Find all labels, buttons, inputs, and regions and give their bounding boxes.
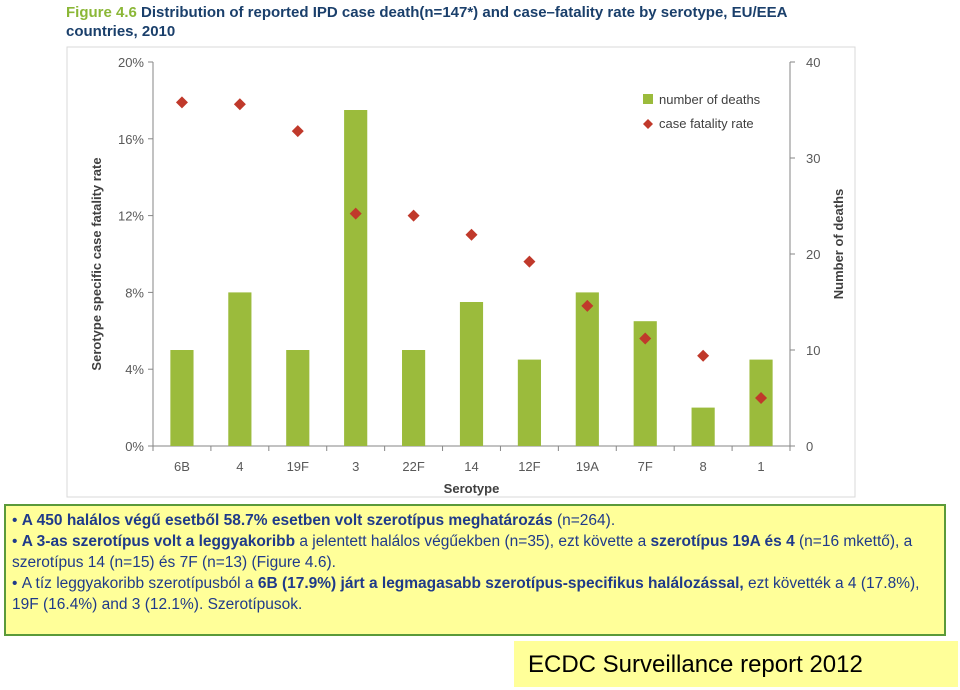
left-axis-title: Serotype specific case fatality rate <box>89 157 104 370</box>
x-tick-label: 14 <box>464 459 478 474</box>
legend-deaths-label: number of deaths <box>659 92 761 107</box>
cfr-point <box>581 299 594 312</box>
right-tick-label: 40 <box>806 55 820 70</box>
x-tick-label: 4 <box>236 459 243 474</box>
summary-b3-text-2: ezt követték a 4 (17.8%), 19F (16.4%) an… <box>12 575 920 613</box>
summary-b3-text-1: A tíz leggyakoribb szerotípusból a <box>21 575 258 592</box>
right-axis-title: Number of deaths <box>831 189 846 300</box>
x-tick-label: 1 <box>757 459 764 474</box>
bar-deaths <box>228 292 252 446</box>
bar-deaths <box>517 359 541 446</box>
x-tick-label: 12F <box>518 459 540 474</box>
x-tick-label: 7F <box>638 459 653 474</box>
summary-b1-text: (n=264). <box>552 512 616 529</box>
cfr-point <box>233 98 246 111</box>
figure-label: Figure 4.6 <box>66 4 137 21</box>
x-tick-label: 19A <box>576 459 599 474</box>
x-tick-label: 22F <box>402 459 424 474</box>
legend-cfr-swatch <box>643 119 653 129</box>
bar-deaths <box>170 350 194 446</box>
right-tick-label: 0 <box>806 439 813 454</box>
summary-bullet-1: • A 450 halálos végű esetből 58.7% esetb… <box>12 512 616 529</box>
summary-bullet-2: • A 3-as szerotípus volt a leggyakoribb … <box>12 533 913 571</box>
summary-b1-bold: A 450 halálos végű esetből 58.7% esetben… <box>21 512 553 529</box>
figure-title: Figure 4.6 Distribution of reported IPD … <box>66 3 826 41</box>
cfr-point <box>639 332 652 345</box>
chart: 0% 4% 8% 12% 16% 20% 0 10 20 30 40 6B 4 19F 3 22F 14 12F 1… <box>66 46 856 498</box>
right-tick-label: 30 <box>806 151 820 166</box>
x-tick-label: 6B <box>174 459 190 474</box>
source-label: ECDC Surveillance report 2012 <box>514 641 958 687</box>
right-tick-label: 10 <box>806 343 820 358</box>
cfr-point <box>523 255 536 268</box>
summary-bullet-3: • A tíz leggyakoribb szerotípusból a 6B … <box>12 575 920 613</box>
cfr-point <box>407 209 420 222</box>
figure-title-text: Distribution of reported IPD case death(… <box>66 4 787 40</box>
x-tick-label: 3 <box>352 459 359 474</box>
left-tick-label: 20% <box>118 55 144 70</box>
bar-deaths <box>633 321 657 446</box>
bar-deaths <box>286 350 310 446</box>
bar-deaths <box>691 407 715 446</box>
summary-b3-bold: 6B (17.9%) járt a legmagasabb szerotípus… <box>257 575 744 592</box>
cfr-point <box>175 96 188 109</box>
left-tick-label: 4% <box>125 362 144 377</box>
summary-b2-bold-1: A 3-as szerotípus volt a leggyakoribb <box>21 533 296 550</box>
left-tick-label: 8% <box>125 285 144 300</box>
summary-b2-bold-2: szerotípus 19A és 4 <box>650 533 795 550</box>
cfr-point <box>697 349 710 362</box>
bar-deaths <box>459 302 484 446</box>
legend-cfr-label: case fatality rate <box>659 116 754 131</box>
summary-b2-text-1: a jelentett halálos végűekben (n=35), ez… <box>295 533 651 550</box>
cfr-point <box>291 125 304 138</box>
cfr-point <box>755 392 768 404</box>
legend-deaths-swatch <box>643 94 653 104</box>
cfr-point <box>465 228 478 241</box>
summary-box: • A 450 halálos végű esetből 58.7% esetb… <box>4 504 946 636</box>
bar-deaths <box>575 292 599 446</box>
left-tick-label: 16% <box>118 132 144 147</box>
left-tick-label: 12% <box>118 209 144 224</box>
bar-deaths <box>344 110 368 446</box>
right-tick-label: 20 <box>806 247 820 262</box>
summary-b2-text-2: (n=16 mkettő), a szerotípus 14 (n=15) és… <box>12 533 913 571</box>
x-tick-label: 8 <box>700 459 707 474</box>
cfr-point <box>349 207 362 220</box>
left-tick-label: 0% <box>125 439 144 454</box>
x-axis-title: Serotype <box>444 481 500 496</box>
bar-deaths <box>402 350 426 446</box>
chart-frame <box>66 46 856 498</box>
x-tick-label: 19F <box>287 459 309 474</box>
